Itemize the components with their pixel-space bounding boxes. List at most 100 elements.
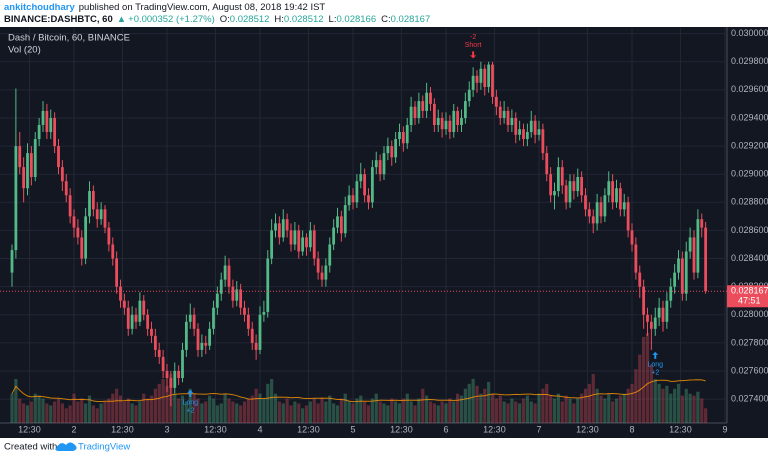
candle-body: [130, 314, 134, 329]
candle-body: [177, 370, 181, 379]
volume-bar: [258, 393, 262, 423]
volume-bar: [235, 403, 239, 423]
volume-title: Vol (20): [8, 45, 41, 56]
volume-bar: [254, 388, 258, 423]
candle-body: [370, 167, 374, 203]
volume-bar: [471, 378, 475, 423]
candle-body: [506, 110, 510, 125]
author[interactable]: ankitchoudhary: [4, 2, 75, 13]
candle-body: [653, 317, 657, 329]
volume-bar: [111, 393, 115, 423]
candle-body: [301, 237, 305, 252]
volume-bar: [343, 393, 347, 423]
countdown: 47:51: [738, 296, 761, 306]
candle-body: [390, 146, 394, 158]
candle-body: [580, 177, 584, 196]
volume-bar: [324, 401, 328, 423]
candle-body: [487, 64, 491, 88]
header-line-1: ankitchoudhary published on TradingView.c…: [4, 2, 325, 13]
candle-body: [316, 258, 320, 273]
y-tick-label: 0.029000: [731, 169, 768, 179]
candle-body: [378, 160, 382, 175]
candle-body: [126, 307, 130, 329]
volume-bar: [56, 398, 61, 423]
candle-body: [215, 293, 219, 308]
x-tick-label: 12:30: [297, 424, 320, 434]
candle-body: [549, 174, 553, 196]
volume-bar: [688, 393, 692, 423]
candle-body: [312, 230, 316, 259]
candles: [10, 61, 708, 407]
candle-body: [615, 188, 618, 203]
volume-bar: [10, 393, 14, 423]
candle-body: [347, 195, 351, 206]
volume-bar: [289, 405, 293, 423]
candle-body: [541, 129, 545, 154]
candle-body: [688, 237, 692, 252]
candle-body: [677, 258, 680, 273]
candle-body: [398, 132, 401, 140]
volume-bar: [704, 408, 708, 423]
volume-bar: [591, 374, 595, 423]
candle-body: [107, 227, 111, 245]
volume-bar: [618, 395, 622, 423]
volume-bar: [587, 383, 591, 423]
ohlc-value: 0.028166: [336, 14, 376, 25]
volume-bar: [76, 401, 80, 423]
candle-body: [243, 307, 246, 315]
volume-bar: [649, 364, 653, 423]
x-tick-label: 9: [722, 424, 727, 434]
volume-bar: [351, 403, 355, 423]
candle-body: [525, 132, 529, 140]
y-tick-label: 0.027800: [731, 337, 768, 347]
candle-body: [355, 181, 359, 203]
volume-bar: [444, 403, 448, 423]
volume-bar: [494, 398, 498, 423]
candle-body: [99, 209, 103, 220]
volume-bar: [634, 369, 638, 423]
candle-body: [281, 219, 285, 238]
candle-body: [328, 244, 332, 266]
volume-bar: [653, 378, 657, 423]
header-line-2: BINANCE:DASHBTC, 60 ▲ +0.000352 (+1.27%) O:…: [4, 14, 430, 25]
volume-bar: [157, 383, 161, 423]
grid: [0, 28, 727, 423]
candle-body: [80, 237, 84, 259]
volume-bar: [518, 403, 522, 423]
candle-body: [88, 191, 91, 217]
volume-bar: [459, 395, 464, 423]
candle-body: [239, 289, 243, 308]
candle-body: [665, 300, 669, 322]
volume-bar: [572, 403, 576, 423]
candle-body: [533, 120, 537, 135]
y-tick-label: 0.030000: [731, 28, 768, 38]
y-tick-label: 0.029400: [731, 112, 768, 122]
volume-bar: [370, 398, 374, 423]
volume-bar: [49, 405, 53, 423]
volume-bar: [149, 395, 154, 423]
volume-bar: [165, 385, 169, 423]
volume-bar: [281, 403, 285, 423]
signal-qty: +2: [186, 408, 194, 415]
volume-bar: [645, 333, 650, 423]
candle-body: [522, 129, 525, 140]
y-tick-label: 0.028800: [731, 197, 768, 207]
candle-body: [115, 258, 119, 287]
volume-bar: [72, 393, 76, 423]
candle-body: [289, 230, 293, 245]
candle-body: [463, 101, 467, 118]
candle-body: [471, 75, 475, 90]
candle-body: [45, 110, 49, 133]
candle-body: [448, 120, 452, 133]
footer-brand[interactable]: TradingView: [78, 442, 130, 453]
volume-bar: [622, 393, 626, 423]
candle-body: [591, 216, 595, 224]
volume-bar: [611, 401, 615, 423]
candle-body: [188, 314, 192, 322]
volume-bar: [564, 395, 568, 423]
y-tick-label: 0.027600: [731, 365, 768, 375]
candle-body: [673, 272, 677, 287]
volume-bar: [626, 388, 630, 423]
volume-bar: [537, 393, 541, 423]
candle-body: [514, 117, 518, 135]
